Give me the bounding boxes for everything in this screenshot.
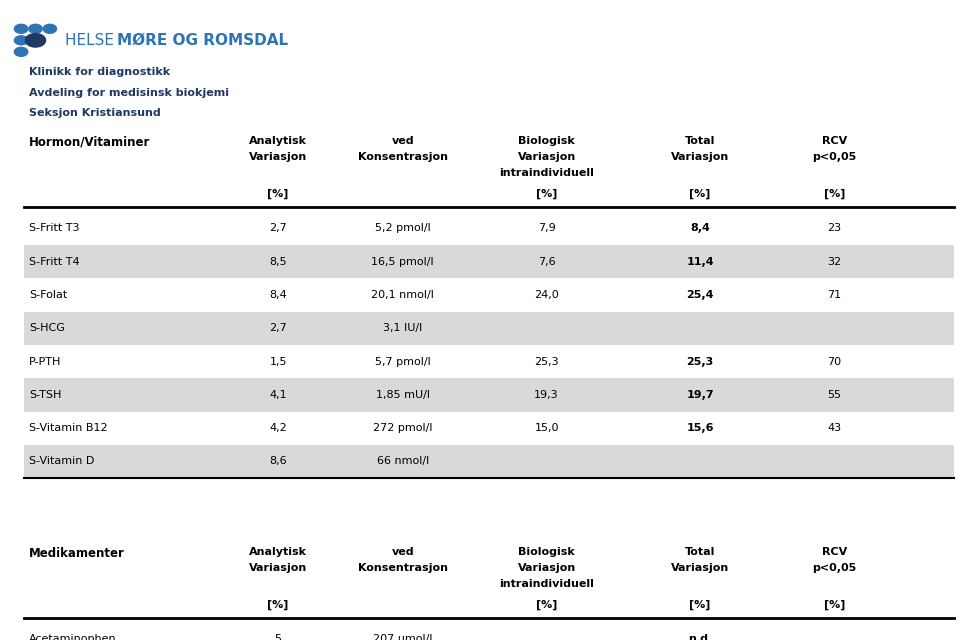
Text: 5: 5: [274, 634, 282, 640]
Text: 7,9: 7,9: [538, 223, 555, 234]
Text: 4,1: 4,1: [269, 390, 287, 400]
Text: Variasjon: Variasjon: [518, 152, 575, 162]
Text: 32: 32: [828, 257, 841, 267]
Text: Total: Total: [685, 136, 715, 146]
Text: Analytisk: Analytisk: [249, 136, 307, 146]
Text: 4,2: 4,2: [269, 423, 287, 433]
Text: 70: 70: [828, 356, 841, 367]
Text: 272 pmol/l: 272 pmol/l: [373, 423, 433, 433]
Text: p<0,05: p<0,05: [812, 563, 856, 573]
Circle shape: [14, 36, 28, 45]
Text: 19,7: 19,7: [687, 390, 713, 400]
Text: Konsentrasjon: Konsentrasjon: [358, 152, 448, 162]
Text: 3,1 IU/l: 3,1 IU/l: [384, 323, 422, 333]
Text: ved: ved: [391, 136, 414, 146]
Text: 24,0: 24,0: [534, 290, 559, 300]
Text: P-PTH: P-PTH: [29, 356, 61, 367]
Text: Avdeling for medisinsk biokjemi: Avdeling for medisinsk biokjemi: [29, 88, 229, 98]
Text: 2,7: 2,7: [269, 223, 287, 234]
Text: Variasjon: Variasjon: [249, 152, 307, 162]
Text: 1,5: 1,5: [269, 356, 287, 367]
Text: Total: Total: [685, 547, 715, 557]
Text: 5,7 pmol/l: 5,7 pmol/l: [375, 356, 431, 367]
Circle shape: [25, 33, 45, 47]
Text: 25,3: 25,3: [687, 356, 713, 367]
Text: 8,4: 8,4: [690, 223, 710, 234]
Text: S-HCG: S-HCG: [29, 323, 64, 333]
Text: Medikamenter: Medikamenter: [29, 547, 125, 559]
Text: RCV: RCV: [822, 136, 847, 146]
Text: 71: 71: [828, 290, 841, 300]
Text: 5,2 pmol/l: 5,2 pmol/l: [375, 223, 431, 234]
Text: 8,5: 8,5: [269, 257, 287, 267]
Text: 2,7: 2,7: [269, 323, 287, 333]
Text: [%]: [%]: [824, 600, 845, 610]
Circle shape: [29, 24, 42, 33]
Text: [%]: [%]: [824, 189, 845, 199]
Bar: [24, 245, 954, 278]
Text: S-Fritt T4: S-Fritt T4: [29, 257, 80, 267]
Bar: [24, 378, 954, 412]
Circle shape: [14, 47, 28, 56]
Text: 66 nmol/l: 66 nmol/l: [377, 456, 429, 467]
Text: Variasjon: Variasjon: [671, 152, 729, 162]
Text: Acetaminophen: Acetaminophen: [29, 634, 116, 640]
Text: Klinikk for diagnostikk: Klinikk for diagnostikk: [29, 67, 170, 77]
Text: RCV: RCV: [822, 547, 847, 557]
Text: [%]: [%]: [268, 600, 289, 610]
Text: Konsentrasjon: Konsentrasjon: [358, 563, 448, 573]
Text: n.d.: n.d.: [688, 634, 713, 640]
Text: 15,6: 15,6: [687, 423, 713, 433]
Text: 8,4: 8,4: [269, 290, 287, 300]
Text: [%]: [%]: [536, 600, 557, 610]
Text: Hormon/Vitaminer: Hormon/Vitaminer: [29, 136, 151, 148]
Text: S-Fritt T3: S-Fritt T3: [29, 223, 80, 234]
Text: 55: 55: [828, 390, 841, 400]
Text: 25,3: 25,3: [534, 356, 559, 367]
Text: 8,6: 8,6: [269, 456, 287, 467]
Text: S-Folat: S-Folat: [29, 290, 67, 300]
Text: Variasjon: Variasjon: [518, 563, 575, 573]
Text: 19,3: 19,3: [534, 390, 559, 400]
Text: ved: ved: [391, 547, 414, 557]
Text: 25,4: 25,4: [687, 290, 713, 300]
Text: Variasjon: Variasjon: [249, 563, 307, 573]
Bar: [24, 445, 954, 478]
Text: S-Vitamin B12: S-Vitamin B12: [29, 423, 107, 433]
Circle shape: [43, 24, 57, 33]
Text: intraindividuell: intraindividuell: [500, 579, 594, 589]
Text: [%]: [%]: [690, 189, 711, 199]
Text: S-TSH: S-TSH: [29, 390, 61, 400]
Text: Analytisk: Analytisk: [249, 547, 307, 557]
Text: 16,5 pmol/l: 16,5 pmol/l: [371, 257, 434, 267]
Text: Biologisk: Biologisk: [518, 547, 575, 557]
Text: 15,0: 15,0: [534, 423, 559, 433]
Circle shape: [14, 24, 28, 33]
Text: MØRE OG ROMSDAL: MØRE OG ROMSDAL: [117, 33, 288, 48]
Text: intraindividuell: intraindividuell: [500, 168, 594, 178]
Text: 43: 43: [828, 423, 841, 433]
Bar: [24, 312, 954, 345]
Text: p<0,05: p<0,05: [812, 152, 856, 162]
Text: 23: 23: [828, 223, 841, 234]
Text: 20,1 nmol/l: 20,1 nmol/l: [371, 290, 434, 300]
Text: [%]: [%]: [268, 189, 289, 199]
Text: [%]: [%]: [690, 600, 711, 610]
Text: [%]: [%]: [536, 189, 557, 199]
Text: 11,4: 11,4: [687, 257, 713, 267]
Text: Variasjon: Variasjon: [671, 563, 729, 573]
Text: Biologisk: Biologisk: [518, 136, 575, 146]
Text: 207 umol/l: 207 umol/l: [373, 634, 433, 640]
Text: 7,6: 7,6: [538, 257, 555, 267]
Text: 1,85 mU/l: 1,85 mU/l: [376, 390, 430, 400]
Text: HELSE: HELSE: [65, 33, 119, 48]
Text: S-Vitamin D: S-Vitamin D: [29, 456, 94, 467]
Text: Seksjon Kristiansund: Seksjon Kristiansund: [29, 108, 160, 118]
